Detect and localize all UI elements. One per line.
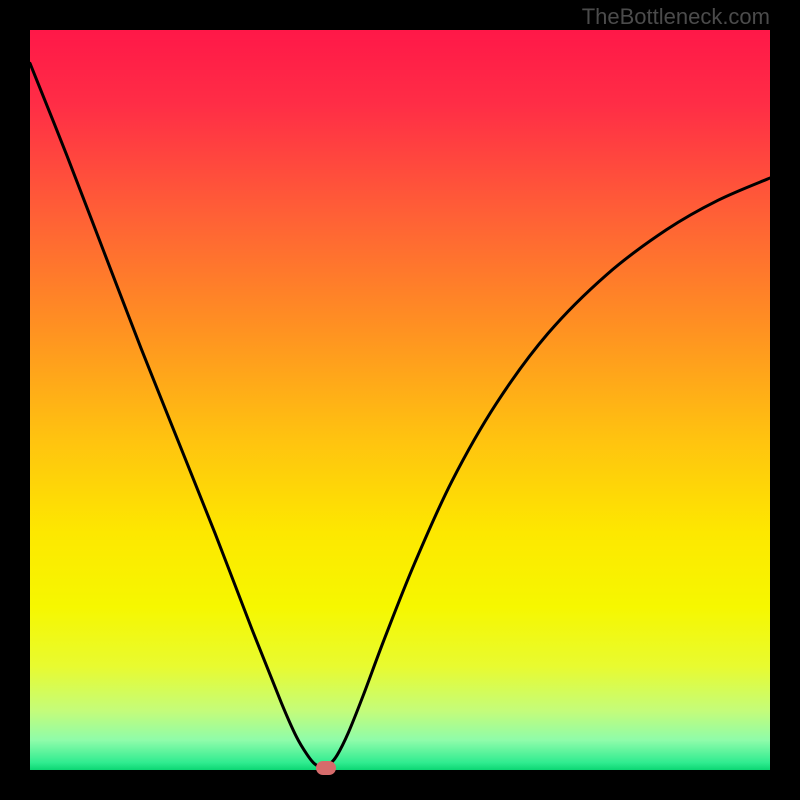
figure-container: TheBottleneck.com (0, 0, 800, 800)
watermark-text: TheBottleneck.com (582, 4, 770, 30)
plot-area (30, 30, 770, 770)
optimum-marker (316, 761, 336, 775)
bottleneck-curve (30, 30, 770, 770)
